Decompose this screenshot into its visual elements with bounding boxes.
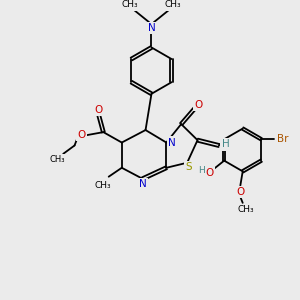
Text: N: N bbox=[168, 137, 176, 148]
Text: N: N bbox=[139, 179, 146, 189]
Text: CH₃: CH₃ bbox=[165, 1, 181, 10]
Text: CH₃: CH₃ bbox=[94, 181, 111, 190]
Text: O: O bbox=[236, 187, 244, 197]
Text: H: H bbox=[222, 139, 229, 149]
Text: CH₃: CH₃ bbox=[238, 205, 255, 214]
Text: O: O bbox=[194, 100, 202, 110]
Text: O: O bbox=[77, 130, 86, 140]
Text: O: O bbox=[94, 105, 102, 115]
Text: CH₃: CH₃ bbox=[122, 1, 138, 10]
Text: H: H bbox=[198, 166, 205, 175]
Text: O: O bbox=[206, 167, 214, 178]
Text: CH₃: CH₃ bbox=[50, 155, 65, 164]
Text: Br: Br bbox=[278, 134, 289, 144]
Text: S: S bbox=[185, 162, 192, 172]
Text: N: N bbox=[148, 23, 155, 33]
